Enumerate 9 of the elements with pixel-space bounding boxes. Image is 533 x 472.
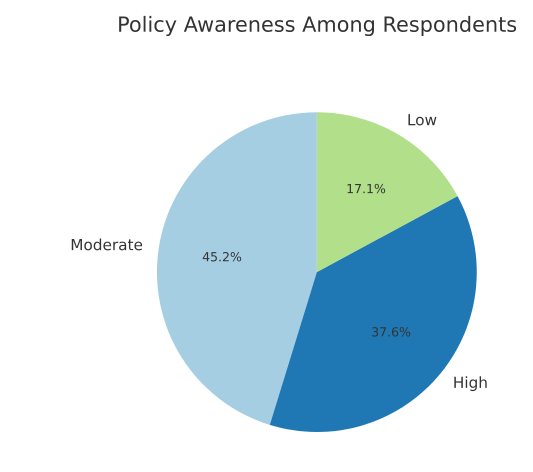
pie-slice <box>316 112 458 272</box>
slice-label: Low <box>408 114 436 126</box>
data-label: 17.1% <box>348 184 386 194</box>
data-label: 37.6% <box>372 327 410 337</box>
slice-label: Moderate <box>72 238 142 250</box>
chart-title: Policy Awareness Among Respondents <box>119 16 516 36</box>
pie-slice <box>157 112 317 425</box>
slice-label: High <box>454 376 487 392</box>
data-label: 45.2% <box>202 252 242 262</box>
